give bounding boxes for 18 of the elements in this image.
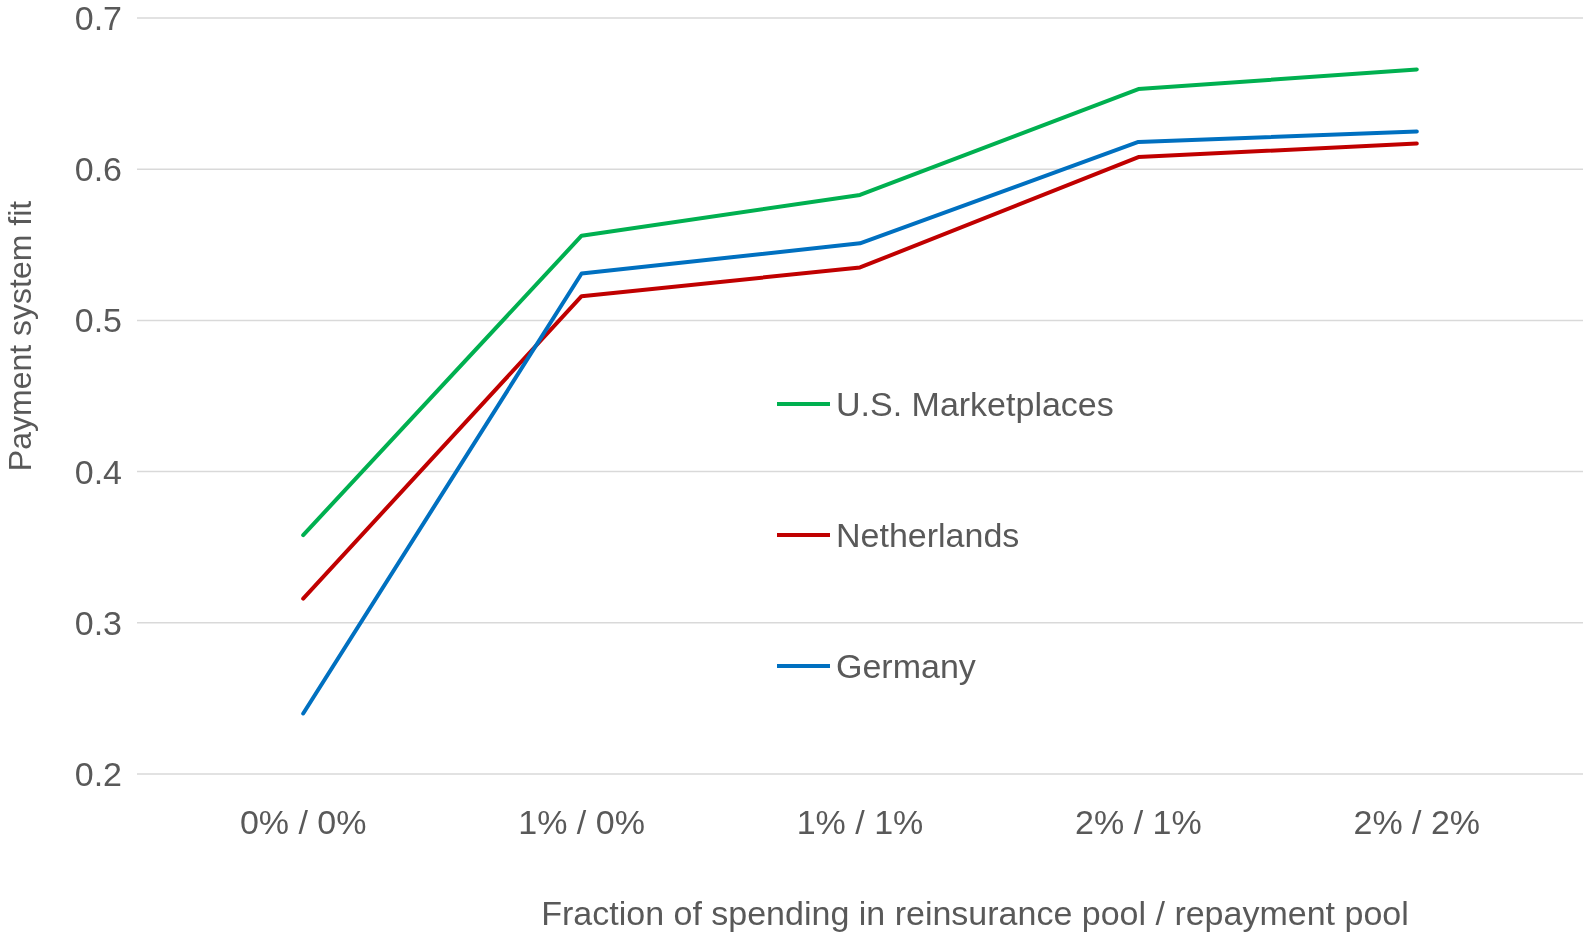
legend-label: U.S. Marketplaces: [836, 384, 1114, 423]
x-axis-title: Fraction of spending in reinsurance pool / repayment pool: [541, 894, 1409, 932]
legend-label: Netherlands: [836, 515, 1020, 554]
x-tick-label: 1% / 0%: [518, 803, 645, 841]
y-tick-label: 0.6: [74, 150, 122, 189]
x-tick-label: 2% / 2%: [1353, 803, 1481, 841]
y-tick-label: 0.7: [74, 0, 122, 37]
line-series: [301, 129, 1419, 716]
x-tick-label: 0% / 0%: [239, 803, 367, 841]
x-tick-label: 2% / 1%: [1075, 803, 1202, 841]
y-tick-label: 0.5: [74, 301, 122, 340]
x-tick-label: 1% / 1%: [796, 803, 924, 841]
legend-label: Germany: [836, 646, 976, 685]
y-tick-label: 0.4: [74, 452, 122, 491]
y-tick-label: 0.3: [74, 603, 122, 642]
line-series: [301, 141, 1419, 601]
y-tick-label: 0.2: [74, 754, 122, 793]
y-axis-title: Payment system fit: [2, 200, 38, 472]
